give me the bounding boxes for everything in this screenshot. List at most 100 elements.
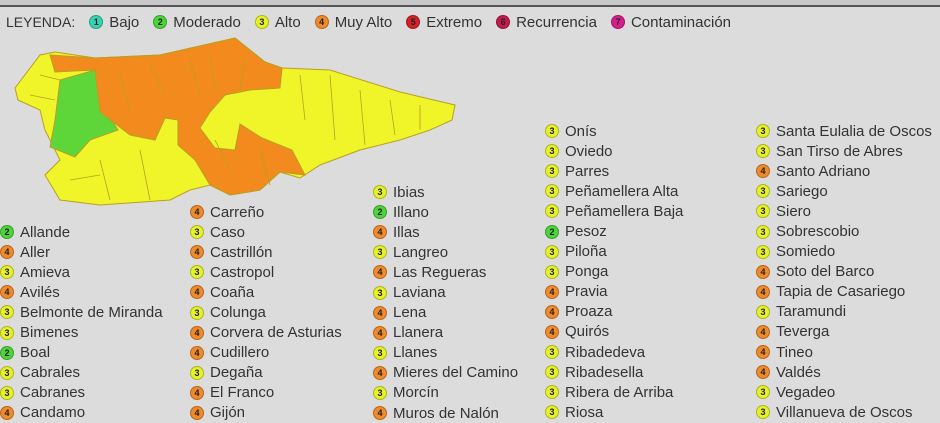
level-badge-icon: 3 (756, 204, 770, 219)
municipality-item: 2 Illano (373, 202, 518, 222)
municipality-name: Allande (20, 223, 71, 241)
municipality-name: Taramundi (776, 303, 847, 321)
municipality-name: Piloña (565, 243, 607, 261)
municipality-item: 4 Castrillón (190, 242, 342, 262)
level-badge-icon: 4 (756, 365, 770, 380)
municipality-name: Ribera de Arriba (565, 383, 674, 401)
municipality-name: Santa Eulalia de Oscos (776, 122, 932, 140)
municipality-item: 4 Cudillero (190, 343, 342, 363)
municipality-item: 3 San Tirso de Abres (756, 141, 932, 161)
municipality-item: 3 Ibias (373, 182, 518, 202)
level-badge-icon: 3 (756, 304, 770, 319)
municipality-item: 3 Degaña (190, 363, 342, 383)
municipality-item: 3 Amieva (0, 262, 163, 282)
legend-label: Bajo (109, 13, 140, 31)
municipality-name: Gijón (210, 404, 246, 422)
level-badge-icon: 3 (545, 244, 559, 259)
level-badge-icon: 3 (545, 385, 559, 400)
municipality-item: 4 Aller (0, 242, 163, 262)
level-badge-icon: 3 (545, 144, 559, 159)
municipality-name: Morcín (393, 384, 439, 402)
municipality-name: Ribadesella (565, 363, 644, 381)
municipality-borders (29, 54, 421, 201)
municipality-item: 3 Parres (545, 161, 683, 181)
level-badge-icon: 4 (545, 284, 559, 299)
level-badge-icon: 4 (373, 406, 387, 421)
municipality-item: 2 Pesoz (545, 221, 683, 241)
level-badge-icon: 3 (545, 164, 559, 179)
municipality-item: 4 Pravia (545, 282, 683, 302)
legend-item-recurrencia: 6 Recurrencia (496, 14, 597, 31)
municipality-item: 3 Cabrales (0, 363, 163, 383)
municipality-name: Ponga (565, 263, 609, 281)
level-badge-icon: 4 (190, 205, 204, 220)
municipality-name: Onís (565, 122, 597, 140)
municipality-name: Boal (20, 344, 51, 362)
municipality-item: 3 Siero (756, 201, 932, 221)
municipality-name: Degaña (210, 364, 263, 382)
municipality-item: 3 Ribadesella (545, 362, 683, 382)
municipality-name: Santo Adriano (776, 162, 871, 180)
level-badge-icon: 7 (610, 15, 625, 29)
municipality-item: 4 Candamo (0, 403, 163, 423)
municipality-name: Sobrescobio (776, 223, 860, 241)
municipality-item: 4 Teverga (756, 322, 932, 342)
level-badge-icon: 3 (756, 244, 770, 259)
municipality-name: Llanes (393, 344, 438, 362)
level-badge-icon: 1 (89, 15, 104, 29)
level-badge-icon: 4 (373, 365, 387, 380)
level-badge-icon: 2 (0, 225, 14, 240)
municipality-name: Teverga (776, 323, 830, 341)
municipality-name: San Tirso de Abres (776, 142, 903, 160)
municipality-name: Valdés (776, 363, 821, 381)
level-badge-icon: 2 (545, 224, 559, 239)
municipality-name: Oviedo (565, 142, 613, 160)
legend-label: Alto (274, 13, 301, 31)
legend-item-extremo: 5 Extremo (406, 14, 482, 31)
level-badge-icon: 4 (0, 405, 14, 420)
level-badge-icon: 4 (545, 304, 559, 319)
municipality-item: 4 Illas (373, 222, 518, 242)
municipality-name: Amieva (20, 263, 71, 281)
municipality-item: 2 Boal (0, 343, 163, 363)
municipality-name: Castropol (210, 263, 275, 281)
municipality-item: 3 Onís (545, 121, 683, 141)
municipality-item: 4 Gijón (190, 403, 342, 423)
municipality-name: Illano (393, 203, 429, 221)
municipality-column: 3 Santa Eulalia de Oscos 3 San Tirso de Abr… (756, 121, 932, 422)
municipality-name: El Franco (210, 384, 275, 402)
municipality-name: Quirós (565, 323, 610, 341)
municipality-column: 4 Carreño 3 Caso 4 Castrillón 3 Castropol 4 Coaña… (190, 202, 342, 423)
level-badge-icon: 3 (0, 265, 14, 280)
municipality-name: Cabranes (20, 384, 86, 402)
municipality-item: 4 Proaza (545, 302, 683, 322)
level-badge-icon: 3 (545, 204, 559, 219)
region-muy-alto (49, 37, 306, 196)
municipality-name: Ibias (393, 183, 425, 201)
municipality-item: 3 Castropol (190, 262, 342, 282)
municipality-name: Mieres del Camino (393, 364, 519, 382)
municipality-name: Pesoz (565, 223, 607, 241)
level-badge-icon: 3 (545, 345, 559, 360)
legend-item-alto: 3 Alto (254, 13, 301, 31)
municipality-name: Corvera de Asturias (210, 324, 342, 342)
legend-label: Moderado (173, 13, 241, 31)
level-badge-icon: 3 (545, 124, 559, 139)
municipality-item: 4 Avilés (0, 282, 163, 302)
legend: LEYENDA: 1 Bajo 2 Moderado 3 Alto 4 Muy Alto 5 Ex… (6, 12, 745, 32)
level-badge-icon: 3 (756, 124, 770, 139)
level-badge-icon: 6 (496, 15, 511, 29)
municipality-item: 4 Tapia de Casariego (756, 282, 932, 302)
municipality-name: Colunga (210, 304, 266, 322)
level-badge-icon: 3 (254, 15, 269, 29)
level-badge-icon: 3 (756, 385, 770, 400)
municipality-item: 4 Carreño (190, 202, 342, 222)
municipality-name: Tapia de Casariego (776, 283, 906, 301)
municipality-name: Villanueva de Oscos (776, 403, 913, 421)
level-badge-icon: 4 (756, 345, 770, 360)
municipality-item: 3 Piloña (545, 242, 683, 262)
municipality-item: 3 Colunga (190, 302, 342, 322)
municipality-item: 4 Mieres del Camino (373, 363, 518, 383)
level-badge-icon: 3 (545, 264, 559, 279)
level-badge-icon: 4 (190, 325, 204, 340)
